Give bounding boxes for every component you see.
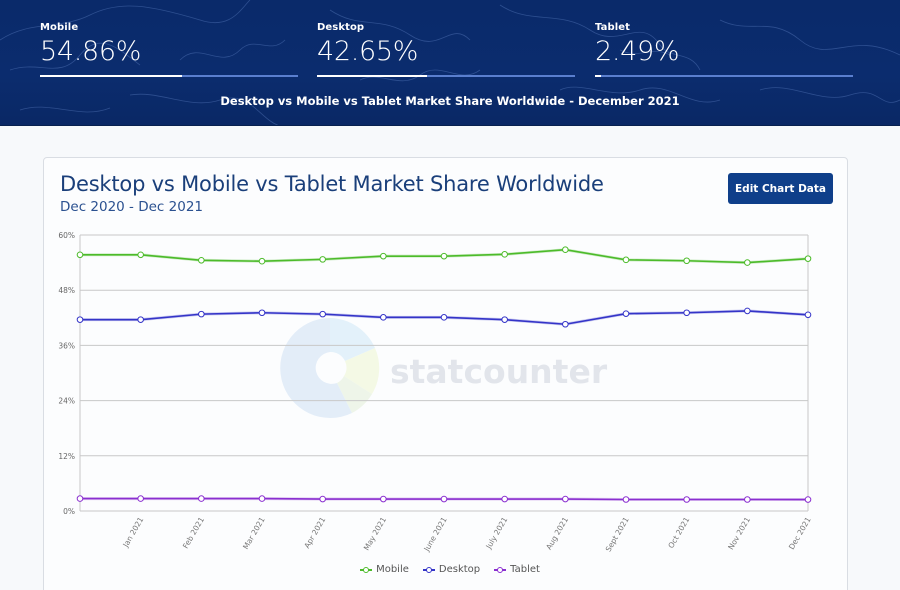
data-point[interactable] [744,307,751,315]
chart-title: Desktop vs Mobile vs Tablet Market Share… [60,172,604,196]
y-axis: 0% 12% 24% 36% 48% 60% [58,231,75,516]
stat-desktop: Desktop 42.65% [317,22,575,77]
y-tick-label: 60% [58,231,75,240]
data-point[interactable] [76,495,84,502]
data-point[interactable] [501,316,508,323]
data-point[interactable] [683,257,690,265]
stat-value: 2.49% [595,36,680,67]
data-point[interactable] [622,310,630,317]
x-tick-label: Feb 2021 [181,515,206,550]
share-bar [40,75,298,77]
legend-label: Desktop [438,564,481,575]
world-map-background [0,0,900,125]
legend-item-tablet[interactable]: Tablet [494,564,540,575]
svg-text:statcounter: statcounter [390,352,608,391]
data-point[interactable] [258,309,266,317]
x-tick-label: June 2021 [422,515,449,553]
chart-grid [79,234,809,512]
data-point[interactable] [622,496,630,503]
data-point[interactable] [562,246,569,254]
stat-label: Mobile [40,22,79,33]
legend-label: Mobile [376,564,409,575]
y-tick-label: 12% [58,452,75,461]
x-tick-label: Dec 2021 [787,515,813,551]
stat-mobile: Mobile 54.86% [40,22,298,77]
stat-label: Tablet [595,22,631,33]
stat-value: 54.86% [40,36,142,67]
data-point[interactable] [319,256,326,263]
x-tick-label: Aug 2021 [544,515,570,551]
legend-item-mobile[interactable]: Mobile [360,564,409,575]
data-point[interactable] [622,256,630,264]
data-point[interactable] [319,310,326,318]
legend-marker-icon [360,566,373,574]
data-point[interactable] [804,496,812,503]
data-point[interactable] [683,309,690,317]
data-point[interactable] [137,316,144,323]
y-tick-label: 36% [58,341,75,350]
x-tick-label: Oct 2021 [666,515,691,550]
x-tick-label: Apr 2021 [302,515,327,550]
x-tick-label: July 2021 [484,515,510,551]
stat-value: 42.65% [317,36,419,67]
statcounter-watermark: statcounter [280,318,608,418]
data-point[interactable] [804,255,812,262]
x-tick-label: Sept 2021 [604,515,631,553]
data-point[interactable] [440,314,448,321]
legend-label: Tablet [510,564,540,575]
chart-date-range: Dec 2020 - Dec 2021 [60,199,203,215]
data-point[interactable] [501,251,508,258]
data-point[interactable] [380,252,387,260]
series-desktop [76,307,812,328]
legend-item-desktop[interactable]: Desktop [422,564,481,575]
series-mobile [76,246,812,266]
data-point[interactable] [562,495,569,503]
data-point[interactable] [501,495,508,503]
data-point[interactable] [76,251,84,259]
x-tick-label: Nov 2021 [726,515,752,551]
data-point[interactable] [198,310,205,318]
x-tick-label: May 2021 [362,515,388,552]
y-tick-label: 0% [63,507,75,516]
data-point[interactable] [258,495,266,502]
share-bar [317,75,575,77]
data-point[interactable] [562,320,569,328]
data-point[interactable] [198,257,205,264]
legend-marker-icon [422,566,435,574]
data-point[interactable] [319,495,326,503]
data-point[interactable] [440,495,448,503]
x-axis: Jan 2021 Feb 2021 Mar 2021 Apr 2021 May 2021… [121,515,813,553]
data-point[interactable] [744,259,751,266]
data-point[interactable] [683,496,690,503]
chart-legend: Mobile Desktop Tablet [0,564,900,575]
banner-caption: Desktop vs Mobile vs Tablet Market Share… [220,94,680,108]
data-point[interactable] [137,495,144,502]
share-bar [595,75,853,77]
data-point[interactable] [380,314,387,321]
data-point[interactable] [258,257,266,265]
legend-marker-icon [494,566,507,574]
edit-chart-data-button[interactable]: Edit Chart Data [728,173,833,204]
y-tick-label: 48% [58,286,75,295]
chart-series [76,246,812,503]
stat-label: Desktop [317,22,365,33]
data-point[interactable] [198,495,205,502]
x-tick-label: Mar 2021 [241,515,267,551]
data-point[interactable] [440,252,448,260]
x-tick-label: Jan 2021 [121,515,146,549]
y-tick-label: 24% [58,397,75,406]
data-point[interactable] [137,251,144,259]
stat-tablet: Tablet 2.49% [595,22,853,77]
data-point[interactable] [744,496,751,503]
data-point[interactable] [804,311,812,319]
series-tablet [76,495,812,503]
summary-banner: Mobile 54.86% Desktop 42.65% Tablet 2.49… [0,0,900,126]
data-point[interactable] [380,495,387,503]
chart-card: Desktop vs Mobile vs Tablet Market Share… [43,157,848,590]
data-point[interactable] [76,316,84,323]
